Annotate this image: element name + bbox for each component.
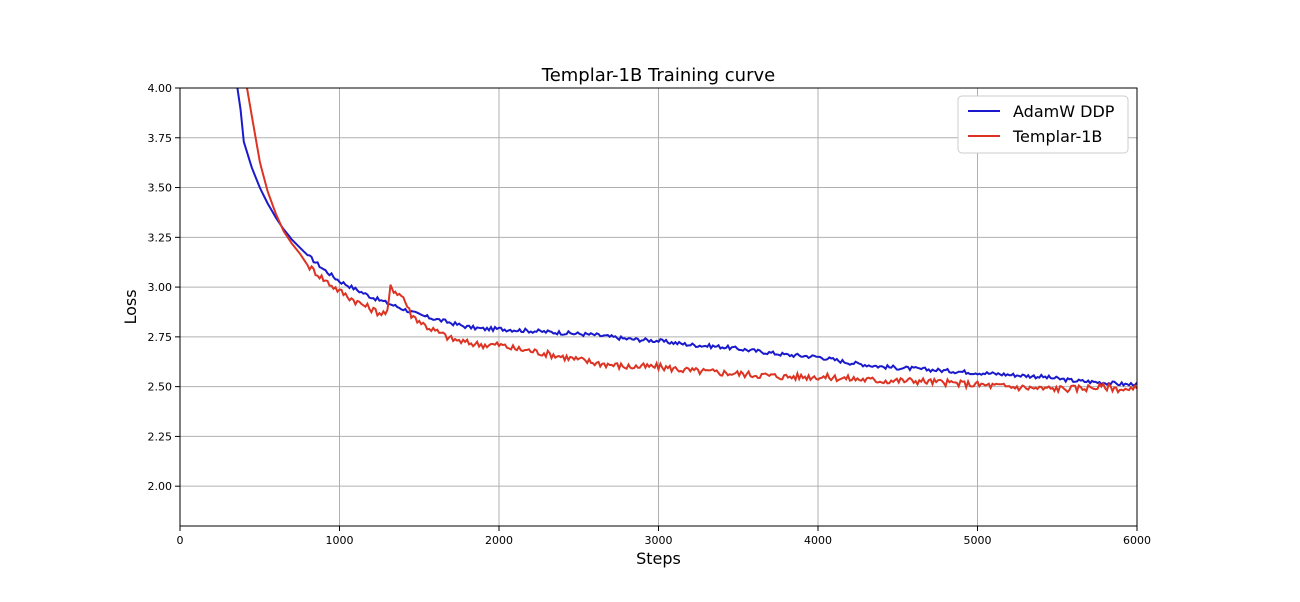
y-tick-label: 3.50 <box>148 182 173 195</box>
legend-box <box>957 95 1129 154</box>
y-axis-label: Loss <box>121 289 140 324</box>
x-axis-label: Steps <box>636 549 681 568</box>
x-tick-label: 6000 <box>1123 534 1151 547</box>
y-tick-label: 2.75 <box>148 331 173 344</box>
y-tick-label: 3.00 <box>148 281 173 294</box>
tick-layer: 0 1000 2000 3000 4000 5000 6000 2.00 2.25 2.50 2.7… <box>148 82 1152 547</box>
series-line-templar-1b <box>246 88 1137 395</box>
legend-label: AdamW DDP <box>1013 102 1115 121</box>
y-tick-label: 2.00 <box>148 480 173 493</box>
x-tick-label: 3000 <box>645 534 673 547</box>
grid-layer <box>179 87 1138 526</box>
y-tick-label: 2.50 <box>148 381 173 394</box>
series-layer <box>236 88 1137 395</box>
chart-title: Templar-1B Training curve <box>541 65 775 86</box>
y-tick-label: 2.25 <box>148 430 173 443</box>
x-tick-label: 5000 <box>964 534 992 547</box>
x-tick-label: 1000 <box>326 534 354 547</box>
y-tick-label: 4.00 <box>148 82 173 95</box>
y-tick-label: 3.75 <box>148 132 173 145</box>
legend-label: Templar-1B <box>1012 127 1102 146</box>
series-line-adamw-ddp <box>236 88 1137 387</box>
x-tick-label: 0 <box>177 534 184 547</box>
y-tick-label: 3.25 <box>148 231 173 244</box>
x-tick-label: 2000 <box>485 534 513 547</box>
x-tick-label: 4000 <box>804 534 832 547</box>
legend: AdamW DDP Templar-1B <box>957 95 1129 154</box>
